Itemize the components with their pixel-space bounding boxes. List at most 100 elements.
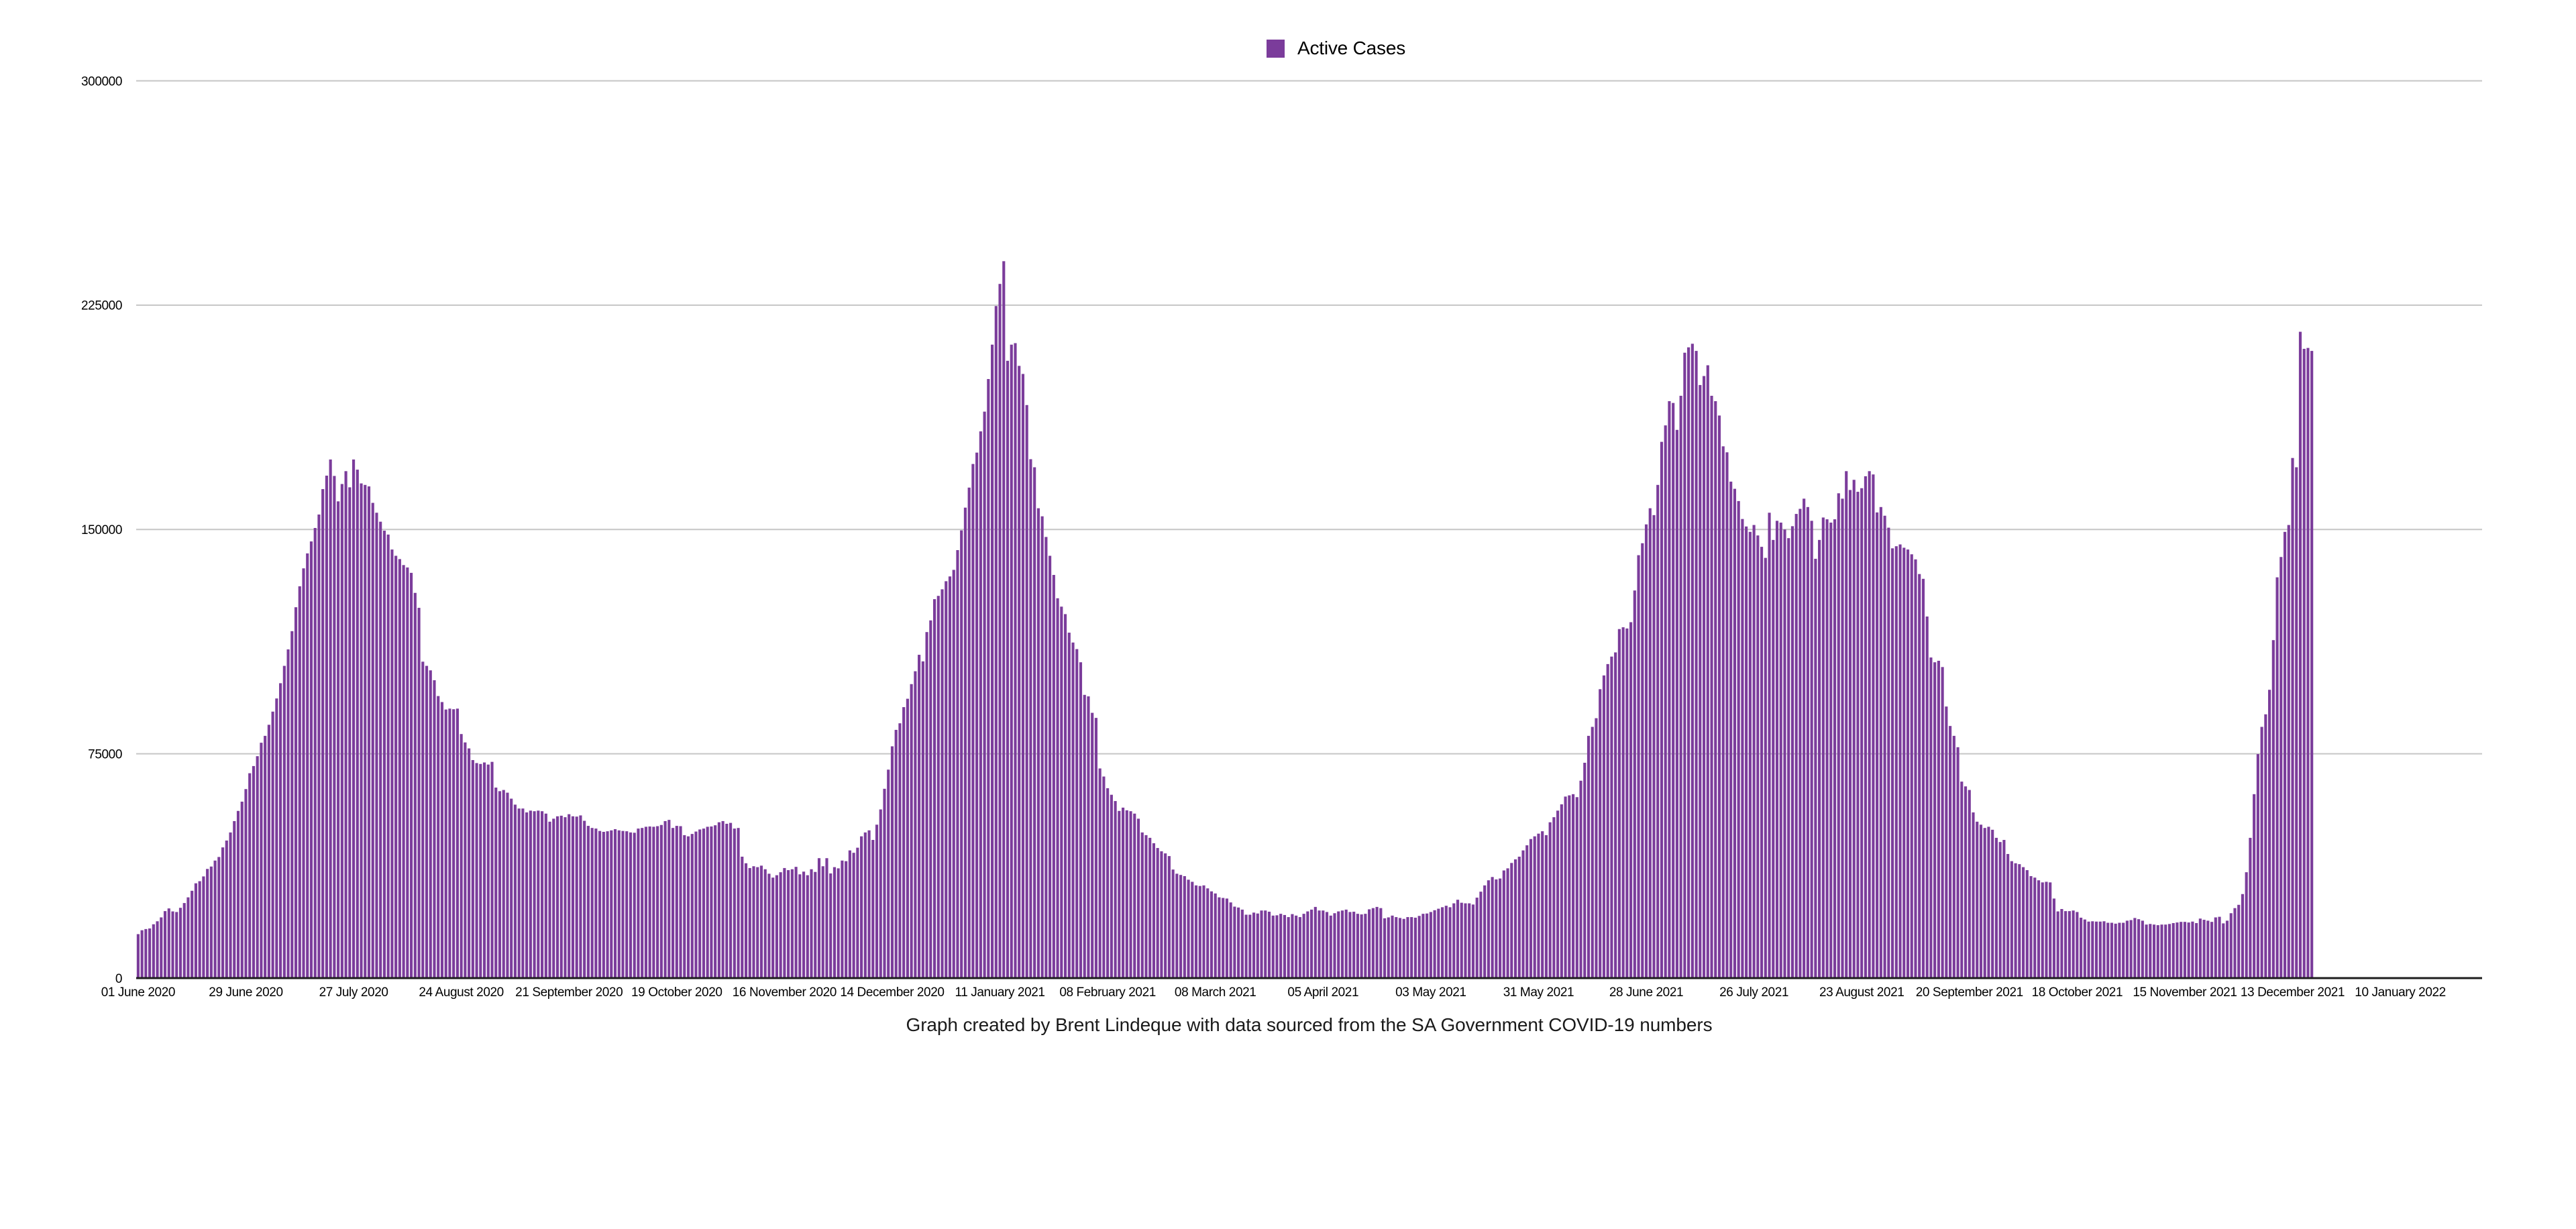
bar: [1706, 365, 1709, 978]
bar: [1429, 912, 1432, 978]
bar: [1499, 878, 1502, 978]
bar: [2129, 920, 2133, 978]
x-tick-label: 20 September 2021: [1916, 985, 2023, 1000]
bar: [1852, 480, 1856, 978]
bar: [371, 502, 374, 978]
bar: [1810, 521, 1813, 978]
bar: [1583, 763, 1587, 978]
bar: [633, 833, 636, 978]
bar: [1395, 917, 1398, 978]
bar: [1579, 780, 1582, 978]
bar: [194, 883, 197, 978]
bar: [1183, 875, 1186, 978]
bar: [771, 877, 775, 978]
bar: [267, 725, 270, 978]
bar: [1756, 535, 1760, 978]
bar: [1402, 918, 1405, 978]
bar: [1121, 807, 1125, 979]
bar: [752, 866, 755, 978]
bar: [1136, 818, 1140, 978]
bar: [690, 834, 694, 978]
bar: [163, 911, 167, 978]
bar: [1725, 452, 1729, 978]
bar: [1444, 906, 1448, 978]
bar: [1275, 915, 1279, 979]
bar: [140, 930, 144, 978]
bar: [1387, 917, 1390, 978]
bar: [2287, 525, 2290, 978]
bar: [2225, 920, 2229, 978]
bar: [963, 507, 967, 978]
bar: [1252, 912, 1256, 978]
bar: [1237, 907, 1240, 978]
bar: [167, 908, 170, 978]
bar: [1179, 875, 1183, 978]
bar: [1845, 471, 1848, 978]
bar: [2145, 924, 2148, 978]
bar: [1264, 910, 1267, 978]
bar: [1302, 914, 1305, 978]
bar: [725, 823, 729, 978]
bar: [1879, 506, 1882, 978]
bar: [1083, 694, 1086, 978]
bar: [1225, 898, 1228, 978]
bar: [1914, 559, 1917, 978]
bar: [2295, 467, 2298, 978]
bar: [2176, 922, 2179, 978]
bar: [918, 655, 921, 978]
bar: [1733, 488, 1736, 978]
bar: [2076, 912, 2079, 978]
bar: [1129, 811, 1132, 978]
bar: [2183, 922, 2186, 978]
bar: [644, 826, 647, 978]
bar: [1956, 747, 1960, 978]
bar: [275, 698, 278, 978]
bar: [945, 581, 948, 978]
bar: [2110, 922, 2114, 978]
bar: [406, 567, 409, 978]
bar: [1052, 575, 1055, 978]
bar: [2279, 557, 2283, 978]
bar: [733, 829, 736, 978]
bar: [798, 874, 802, 978]
bar: [975, 452, 979, 978]
bar: [1941, 667, 1944, 978]
bar: [871, 840, 875, 978]
bar: [1910, 554, 1913, 978]
bar: [883, 788, 886, 978]
bar: [2114, 923, 2117, 978]
bar: [1102, 776, 1106, 978]
bar: [983, 411, 986, 978]
bar: [1818, 539, 1821, 978]
bar: [2214, 917, 2217, 978]
bar: [1610, 656, 1613, 978]
bar: [1533, 836, 1536, 978]
bar: [521, 808, 525, 978]
bar: [2010, 861, 2013, 978]
bar: [1787, 538, 1790, 978]
bar: [1033, 467, 1036, 978]
bar: [348, 487, 352, 978]
legend[interactable]: Active Cases: [1267, 38, 1405, 59]
bar: [1118, 810, 1121, 978]
bar: [152, 924, 155, 978]
bar: [160, 917, 163, 978]
bar: [417, 608, 421, 978]
x-tick-label: 31 May 2021: [1503, 985, 1574, 1000]
bar: [2094, 921, 2098, 978]
bar: [1987, 826, 1990, 978]
bar: [2191, 921, 2194, 978]
bar: [1994, 837, 1998, 978]
bar: [213, 860, 217, 978]
bar: [767, 873, 771, 978]
bar: [1313, 906, 1317, 978]
bar: [1464, 903, 1467, 978]
bar: [471, 759, 474, 978]
bar: [1021, 374, 1025, 978]
bar: [1391, 915, 1394, 978]
bar: [1868, 471, 1871, 978]
y-tick-label: 300000: [81, 74, 122, 89]
bar: [948, 576, 952, 978]
bar: [952, 570, 955, 978]
bar: [863, 832, 867, 978]
